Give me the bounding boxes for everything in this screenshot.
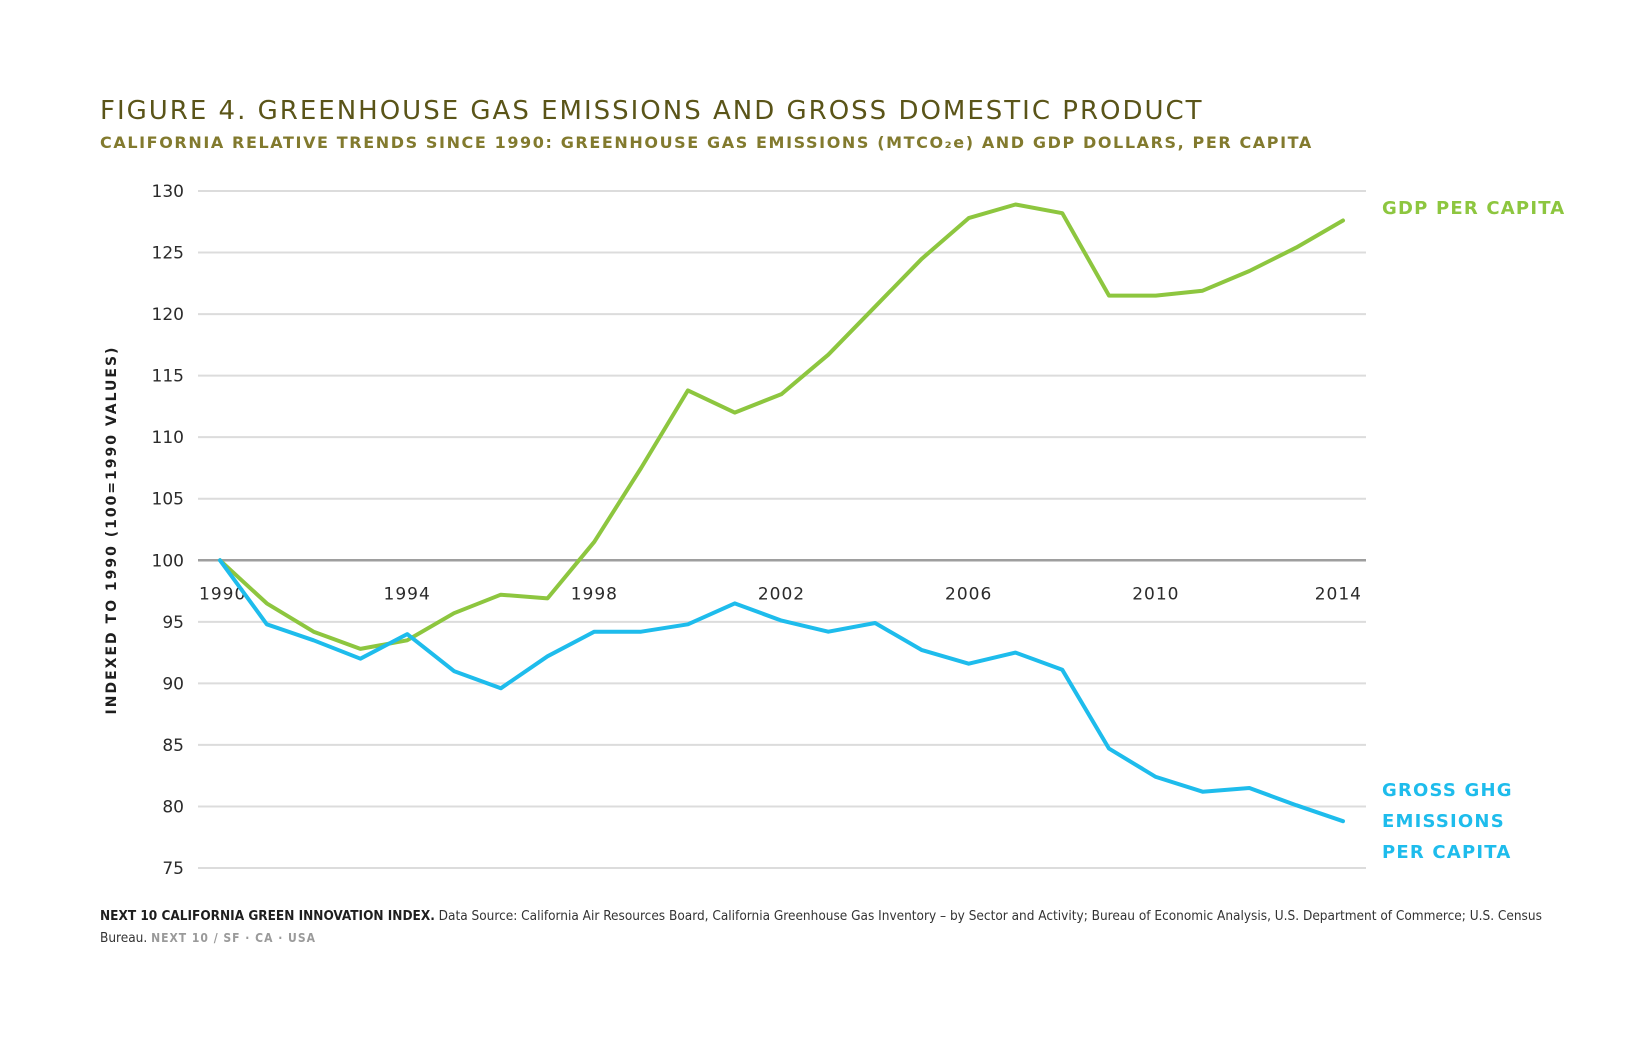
- y-tick-label: 120: [152, 305, 184, 325]
- series-lines: [218, 202, 1345, 824]
- series-label-ghg: GROSS GHG EMISSIONS PER CAPITA: [1382, 775, 1513, 868]
- chart-title: FIGURE 4. GREENHOUSE GAS EMISSIONS AND G…: [100, 96, 1204, 126]
- x-tick-label: 1998: [571, 584, 618, 604]
- y-tick-label: 90: [162, 674, 184, 694]
- x-tick-label: 2014: [1315, 584, 1362, 604]
- x-tick-label: 2010: [1132, 584, 1179, 604]
- series-label-ghg-line3: PER CAPITA: [1382, 842, 1512, 863]
- y-tick-label: 80: [162, 797, 184, 817]
- y-tick-label: 100: [152, 551, 184, 571]
- y-tick-labels: 130 125 120 115 110 105 100 95 90 85 80 75: [152, 182, 184, 879]
- y-tick-label: 130: [152, 182, 184, 202]
- series-label-ghg-line1: GROSS GHG: [1382, 780, 1513, 801]
- series-line-ghg: [218, 558, 1345, 824]
- source-name: NEXT 10 CALIFORNIA GREEN INNOVATION INDE…: [100, 908, 435, 924]
- y-tick-label: 95: [162, 613, 184, 633]
- x-tick-label: 2002: [758, 584, 805, 604]
- x-tick-label: 1990: [199, 584, 246, 604]
- x-tick-labels: 1990 1994 1998 2002 2006 2010 2014: [199, 584, 1362, 604]
- source-tag: NEXT 10 / SF · CA · USA: [151, 931, 316, 945]
- series-label-ghg-line2: EMISSIONS: [1382, 811, 1505, 832]
- series-label-gdp-text: GDP PER CAPITA: [1382, 198, 1566, 219]
- x-tick-label: 1994: [384, 584, 431, 604]
- gridlines: [198, 190, 1366, 869]
- source-text: Data Source: California Air Resources Bo…: [100, 908, 1542, 946]
- series-line-gdp: [218, 202, 1345, 651]
- y-tick-label: 75: [162, 859, 184, 879]
- line-chart: 130 125 120 115 110 105 100 95 90 85 80 75 1990 1994…: [152, 182, 1366, 879]
- chart-subtitle: CALIFORNIA RELATIVE TRENDS SINCE 1990: G…: [100, 133, 1313, 152]
- y-tick-label: 115: [152, 367, 184, 387]
- x-tick-label: 2006: [945, 584, 992, 604]
- y-tick-label: 110: [152, 428, 184, 448]
- y-tick-label: 125: [152, 244, 184, 264]
- source-footer: NEXT 10 CALIFORNIA GREEN INNOVATION INDE…: [100, 905, 1550, 949]
- y-tick-label: 105: [152, 490, 184, 510]
- y-tick-label: 85: [162, 736, 184, 756]
- series-label-gdp: GDP PER CAPITA: [1382, 193, 1565, 224]
